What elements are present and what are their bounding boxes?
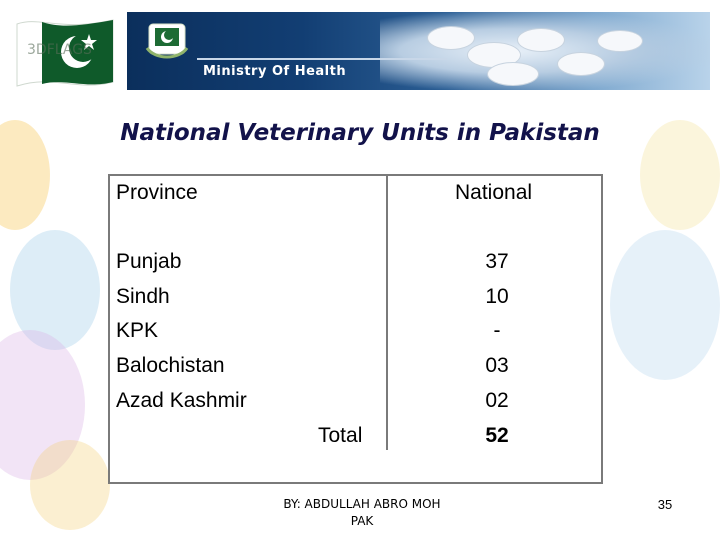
flag-watermark: 3DFLAGS <box>27 42 92 58</box>
state-emblem-icon <box>141 18 193 64</box>
table-row-province: KPK <box>116 319 159 342</box>
credit-line: BY: ABDULLAH ABRO MOH <box>283 497 441 511</box>
table-row-national: 10 <box>485 285 509 308</box>
slide-number: 35 <box>657 497 673 512</box>
table-row-province: Sindh <box>116 285 170 308</box>
column-header-national: National <box>455 181 533 204</box>
balloon-decoration <box>0 330 85 480</box>
total-label: Total <box>318 424 363 447</box>
footer-credit: BY: ABDULLAH ABRO MOH PAK <box>262 496 462 530</box>
total-value: 52 <box>485 424 509 447</box>
ministry-label: Ministry Of Health <box>203 64 347 79</box>
table-row-national: 02 <box>485 389 509 412</box>
table-row-national: 37 <box>485 250 509 273</box>
pakistan-flag: 3DFLAGS <box>15 12 115 92</box>
table-row-province: Balochistan <box>116 354 225 377</box>
ministry-banner: Ministry Of Health <box>127 12 710 90</box>
balloon-decoration <box>30 440 110 530</box>
balloon-decoration <box>640 120 720 230</box>
table-row-province: Punjab <box>116 250 182 273</box>
balloon-decoration <box>610 230 720 380</box>
table-row-national: 03 <box>485 354 509 377</box>
page-title: National Veterinary Units in Pakistan <box>120 120 600 146</box>
balloon-decoration <box>10 230 100 350</box>
table-row-national: - <box>493 319 501 342</box>
table-row-province: Azad Kashmir <box>116 389 247 412</box>
credit-line: PAK <box>350 514 374 528</box>
column-header-province: Province <box>116 181 198 204</box>
